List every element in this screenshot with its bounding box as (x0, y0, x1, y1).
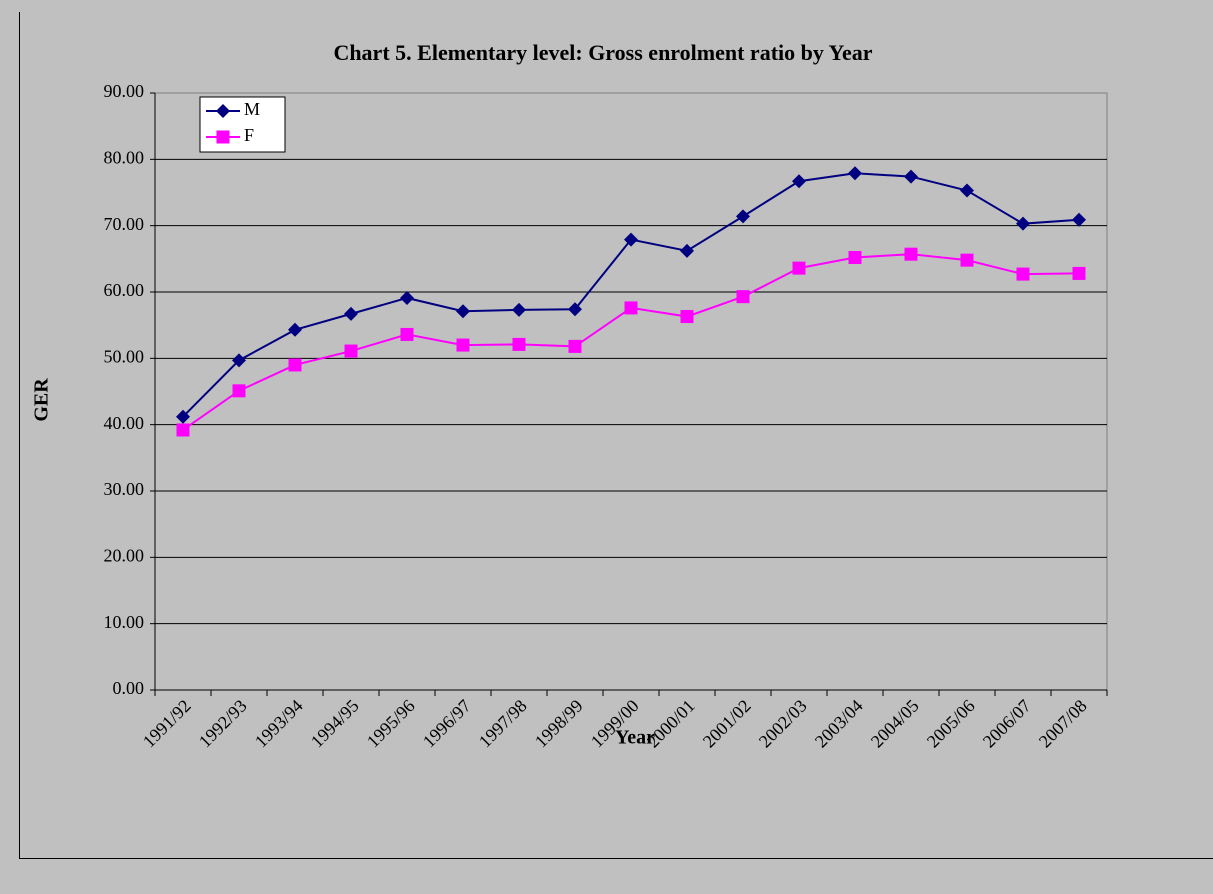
data-point (736, 209, 750, 224)
data-point (512, 302, 526, 317)
data-point (680, 243, 694, 258)
data-point (848, 251, 862, 265)
data-point (1016, 267, 1030, 281)
plot-area (154, 92, 1108, 691)
data-point (792, 174, 806, 189)
data-point (288, 358, 302, 372)
data-point (176, 423, 190, 437)
data-point (960, 253, 974, 267)
data-point (1016, 216, 1030, 231)
data-point (680, 310, 694, 324)
data-point (232, 353, 246, 368)
data-point (736, 290, 750, 304)
legend-marker (216, 104, 230, 118)
data-point (568, 302, 582, 317)
legend-label: M (244, 99, 260, 119)
y-tick-label: 50.00 (104, 346, 145, 366)
data-point (848, 166, 862, 181)
chart-title: Chart 5. Elementary level: Gross enrolme… (333, 40, 872, 65)
data-point (456, 338, 470, 352)
data-point (792, 261, 806, 275)
data-point (904, 247, 918, 261)
data-point (344, 344, 358, 358)
data-point (624, 301, 638, 315)
data-point (624, 232, 638, 247)
data-point (400, 327, 414, 341)
y-tick-label: 20.00 (104, 545, 145, 565)
y-tick-label: 10.00 (104, 612, 145, 632)
legend-box (199, 96, 286, 153)
data-point (904, 169, 918, 184)
y-tick-label: 40.00 (104, 413, 145, 433)
data-point (456, 304, 470, 319)
y-tick-label: 60.00 (104, 280, 145, 300)
y-tick-label: 90.00 (104, 81, 145, 101)
data-point (176, 409, 190, 424)
data-point (288, 322, 302, 337)
data-point (232, 384, 246, 398)
x-axis-title: Year (615, 727, 655, 749)
legend-label: F (244, 125, 254, 145)
data-point (960, 183, 974, 198)
data-point (344, 306, 358, 321)
y-tick-label: 70.00 (104, 214, 145, 234)
data-point (512, 337, 526, 351)
y-tick-label: 30.00 (104, 479, 145, 499)
legend-marker (216, 130, 230, 144)
y-axis-title: GER (31, 378, 53, 422)
y-tick-label: 0.00 (113, 678, 145, 698)
y-tick-label: 80.00 (104, 147, 145, 167)
data-point (568, 339, 582, 353)
data-point (1072, 212, 1086, 227)
data-point (400, 290, 414, 305)
data-point (1072, 266, 1086, 280)
